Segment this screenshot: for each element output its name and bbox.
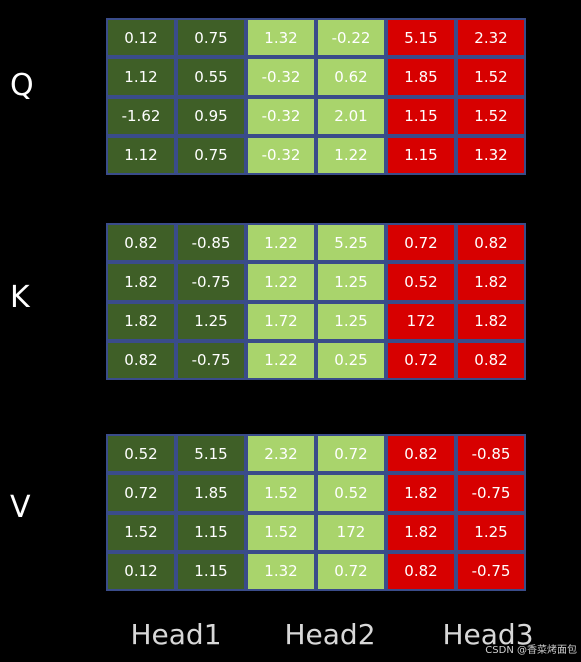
matrix-label-v: V bbox=[10, 490, 31, 525]
matrix-cell: 5.25 bbox=[316, 223, 386, 263]
matrix-cell: -0.75 bbox=[176, 262, 246, 302]
matrix-cell: 0.72 bbox=[386, 223, 456, 263]
matrix-cell: 1.82 bbox=[456, 262, 526, 302]
matrix-cell: 1.15 bbox=[386, 135, 456, 175]
matrix-cell: 1.85 bbox=[386, 57, 456, 97]
v-matrix: 0.52 5.15 2.32 0.72 0.82 -0.85 0.72 1.85 1.52 0.5… bbox=[106, 434, 526, 591]
matrix-cell: 1.22 bbox=[316, 135, 386, 175]
matrix-cell: 0.25 bbox=[316, 340, 386, 380]
matrix-cell: 5.15 bbox=[386, 18, 456, 58]
matrix-cell: 0.72 bbox=[316, 551, 386, 591]
head-label-3: Head3 bbox=[442, 618, 534, 651]
matrix-cell: -0.85 bbox=[456, 434, 526, 474]
matrix-cell: 0.12 bbox=[106, 18, 176, 58]
head-label-2: Head2 bbox=[284, 618, 376, 651]
matrix-cell: -0.75 bbox=[176, 340, 246, 380]
matrix-cell: 5.15 bbox=[176, 434, 246, 474]
matrix-cell: 0.52 bbox=[386, 262, 456, 302]
matrix-cell: 0.55 bbox=[176, 57, 246, 97]
matrix-cell: 1.15 bbox=[176, 551, 246, 591]
matrix-cell: 1.82 bbox=[106, 301, 176, 341]
matrix-cell: 1.22 bbox=[246, 223, 316, 263]
matrix-cell: 0.82 bbox=[456, 340, 526, 380]
matrix-cell: 1.12 bbox=[106, 57, 176, 97]
matrix-cell: 1.82 bbox=[106, 262, 176, 302]
matrix-cell: 1.25 bbox=[176, 301, 246, 341]
matrix-cell: 172 bbox=[386, 301, 456, 341]
matrix-cell: 1.22 bbox=[246, 262, 316, 302]
matrix-cell: 1.52 bbox=[246, 512, 316, 552]
k-matrix: 0.82 -0.85 1.22 5.25 0.72 0.82 1.82 -0.75 1.22 1.… bbox=[106, 223, 526, 380]
matrix-cell: 0.52 bbox=[106, 434, 176, 474]
matrix-cell: 1.52 bbox=[246, 473, 316, 513]
matrix-cell: 1.82 bbox=[456, 301, 526, 341]
matrix-cell: 1.25 bbox=[316, 301, 386, 341]
matrix-cell: 0.82 bbox=[456, 223, 526, 263]
matrix-cell: -0.32 bbox=[246, 135, 316, 175]
matrix-cell: 1.52 bbox=[456, 57, 526, 97]
matrix-cell: 0.82 bbox=[386, 551, 456, 591]
matrix-cell: -0.32 bbox=[246, 96, 316, 136]
matrix-cell: 0.82 bbox=[386, 434, 456, 474]
matrix-cell: 1.12 bbox=[106, 135, 176, 175]
q-matrix: 0.12 0.75 1.32 -0.22 5.15 2.32 1.12 0.55 -0.32 0.… bbox=[106, 18, 526, 175]
matrix-cell: -0.85 bbox=[176, 223, 246, 263]
matrix-cell: -0.75 bbox=[456, 551, 526, 591]
matrix-cell: 1.25 bbox=[316, 262, 386, 302]
matrix-cell: 1.22 bbox=[246, 340, 316, 380]
matrix-cell: 1.15 bbox=[386, 96, 456, 136]
matrix-cell: 0.52 bbox=[316, 473, 386, 513]
matrix-cell: 172 bbox=[316, 512, 386, 552]
matrix-cell: 0.75 bbox=[176, 135, 246, 175]
matrix-cell: 1.52 bbox=[106, 512, 176, 552]
matrix-cell: 0.72 bbox=[386, 340, 456, 380]
matrix-cell: 0.75 bbox=[176, 18, 246, 58]
matrix-cell: 2.01 bbox=[316, 96, 386, 136]
head-label-1: Head1 bbox=[130, 618, 222, 651]
matrix-cell: 1.85 bbox=[176, 473, 246, 513]
matrix-label-k: K bbox=[10, 280, 30, 315]
matrix-cell: 2.32 bbox=[246, 434, 316, 474]
matrix-cell: 1.25 bbox=[456, 512, 526, 552]
matrix-cell: 1.32 bbox=[456, 135, 526, 175]
matrix-cell: 0.12 bbox=[106, 551, 176, 591]
matrix-cell: 0.95 bbox=[176, 96, 246, 136]
matrix-cell: 1.82 bbox=[386, 473, 456, 513]
matrix-cell: 0.82 bbox=[106, 223, 176, 263]
matrix-cell: 2.32 bbox=[456, 18, 526, 58]
matrix-cell: 0.72 bbox=[106, 473, 176, 513]
watermark: CSDN @香菜烤面包 bbox=[485, 645, 577, 656]
matrix-cell: 0.62 bbox=[316, 57, 386, 97]
matrix-cell: 0.72 bbox=[316, 434, 386, 474]
matrix-cell: -0.32 bbox=[246, 57, 316, 97]
matrix-cell: -0.75 bbox=[456, 473, 526, 513]
matrix-label-q: Q bbox=[10, 68, 34, 103]
matrix-cell: 1.32 bbox=[246, 18, 316, 58]
matrix-cell: 1.72 bbox=[246, 301, 316, 341]
matrix-cell: -1.62 bbox=[106, 96, 176, 136]
matrix-cell: -0.22 bbox=[316, 18, 386, 58]
matrix-cell: 1.32 bbox=[246, 551, 316, 591]
matrix-cell: 0.82 bbox=[106, 340, 176, 380]
matrix-cell: 1.15 bbox=[176, 512, 246, 552]
matrix-cell: 1.82 bbox=[386, 512, 456, 552]
matrix-cell: 1.52 bbox=[456, 96, 526, 136]
